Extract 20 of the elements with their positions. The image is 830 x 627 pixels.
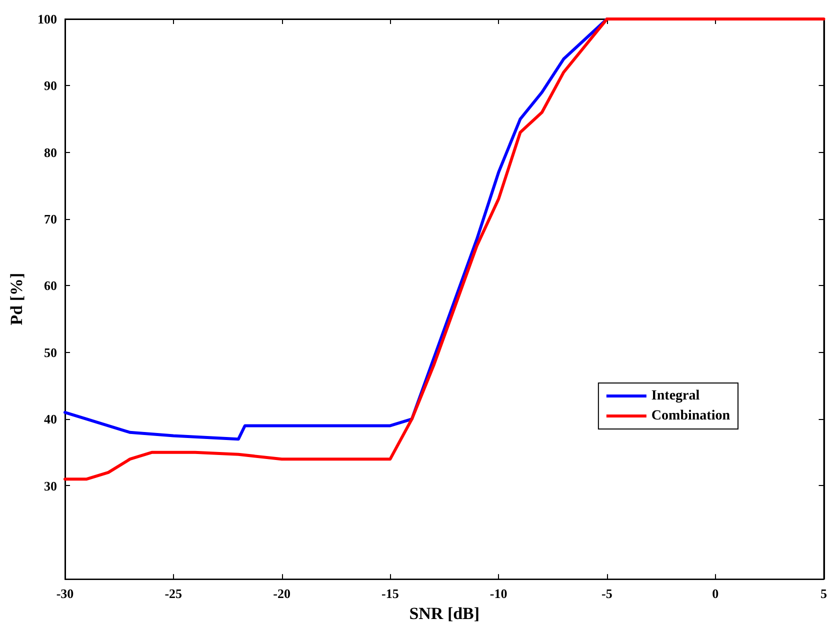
y-tick-label: 50 [44, 344, 57, 360]
x-tick-label: -20 [273, 586, 290, 602]
x-axis-title: SNR [dB] [409, 604, 480, 623]
legend-label: Combination [651, 408, 730, 424]
y-tick-label: 80 [44, 144, 57, 160]
y-tick-label: 30 [44, 478, 57, 494]
x-tick-label: 0 [712, 586, 719, 602]
x-tick-label: -15 [382, 586, 400, 602]
x-tick-label: -10 [490, 586, 508, 602]
x-tick-label: 5 [820, 586, 828, 602]
x-tick-label: -5 [602, 586, 613, 602]
x-tick-label: -25 [164, 586, 183, 602]
y-tick-label: 100 [38, 12, 57, 26]
x-tick-label: -30 [56, 586, 74, 602]
legend-label: Integral [651, 388, 700, 404]
y-tick-label: 70 [44, 212, 57, 227]
y-tick-label: 40 [44, 412, 57, 427]
y-axis-title: Pd [%] [7, 272, 26, 326]
y-tick-label: 90 [44, 78, 57, 94]
y-tick-label: 60 [44, 278, 57, 294]
